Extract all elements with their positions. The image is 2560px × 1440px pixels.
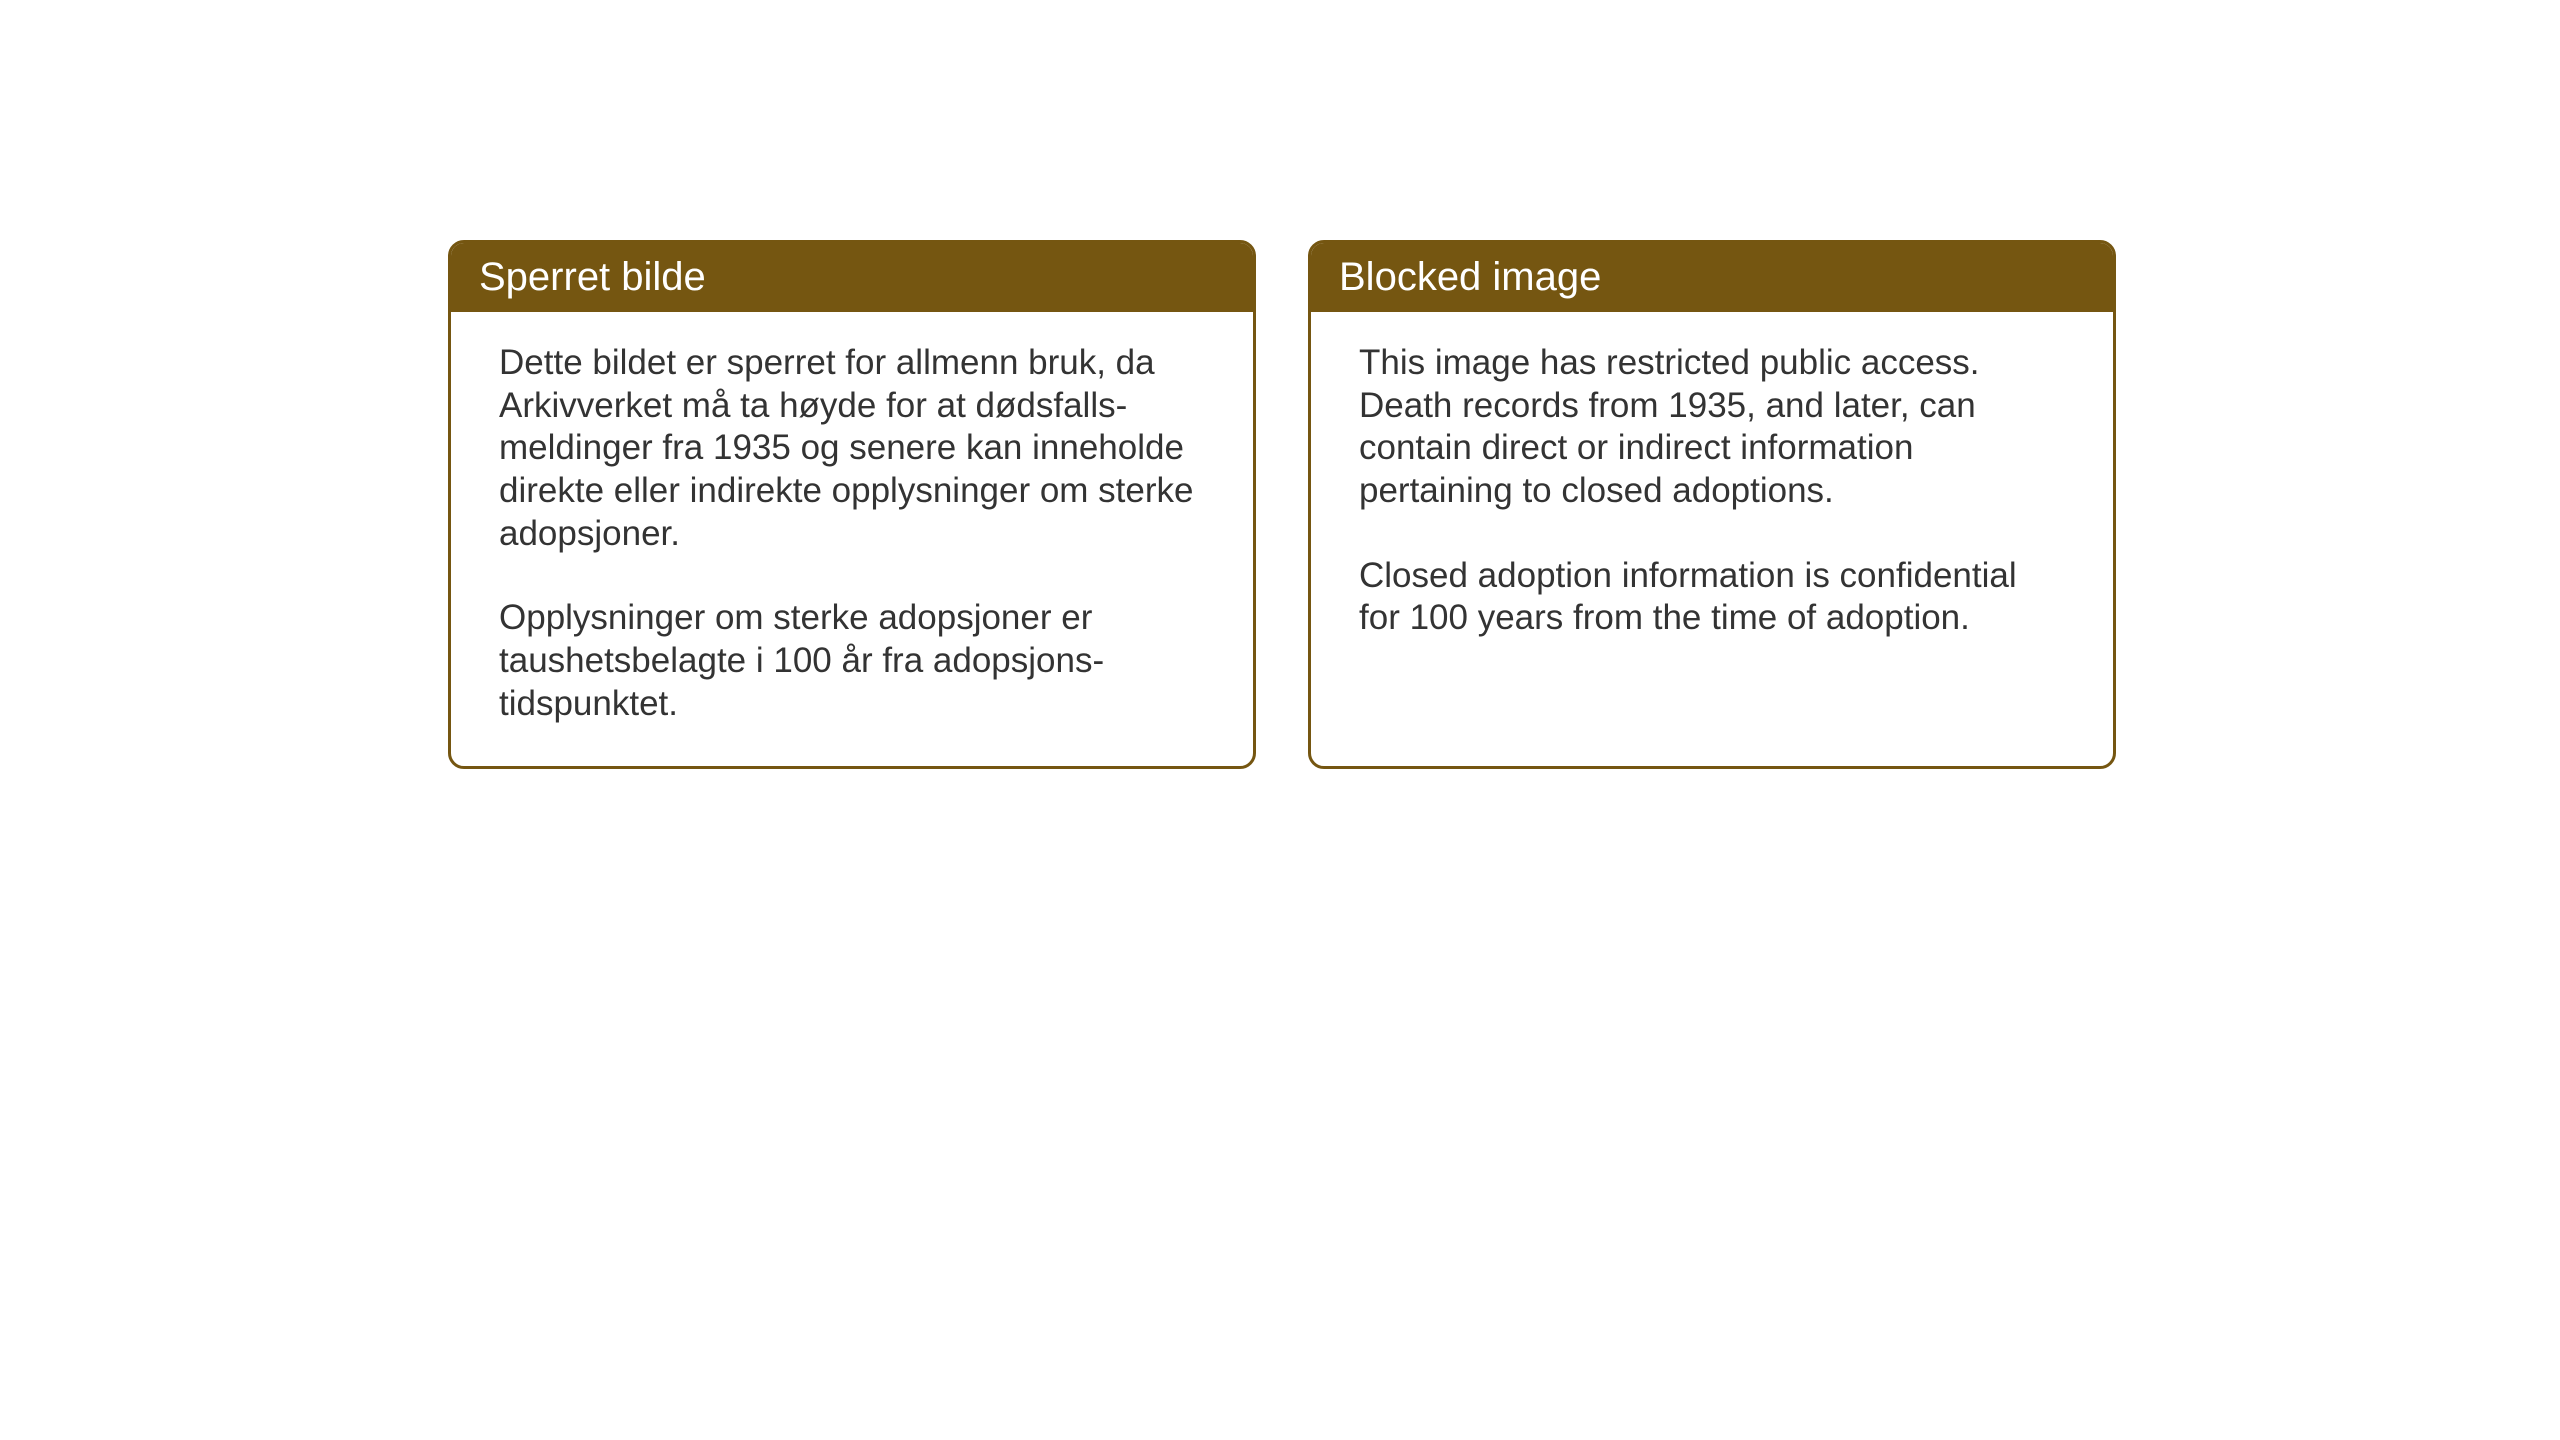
- card-paragraph1-english: This image has restricted public access.…: [1359, 342, 2065, 513]
- card-header-norwegian: Sperret bilde: [451, 243, 1253, 312]
- card-body-english: This image has restricted public access.…: [1311, 312, 2113, 680]
- card-body-norwegian: Dette bildet er sperret for allmenn bruk…: [451, 312, 1253, 766]
- card-paragraph2-norwegian: Opplysninger om sterke adopsjoner er tau…: [499, 597, 1205, 725]
- card-title-norwegian: Sperret bilde: [479, 255, 706, 299]
- cards-container: Sperret bilde Dette bildet er sperret fo…: [448, 240, 2116, 769]
- card-header-english: Blocked image: [1311, 243, 2113, 312]
- card-english: Blocked image This image has restricted …: [1308, 240, 2116, 769]
- card-paragraph2-english: Closed adoption information is confident…: [1359, 555, 2065, 640]
- card-norwegian: Sperret bilde Dette bildet er sperret fo…: [448, 240, 1256, 769]
- card-paragraph1-norwegian: Dette bildet er sperret for allmenn bruk…: [499, 342, 1205, 555]
- card-title-english: Blocked image: [1339, 255, 1601, 299]
